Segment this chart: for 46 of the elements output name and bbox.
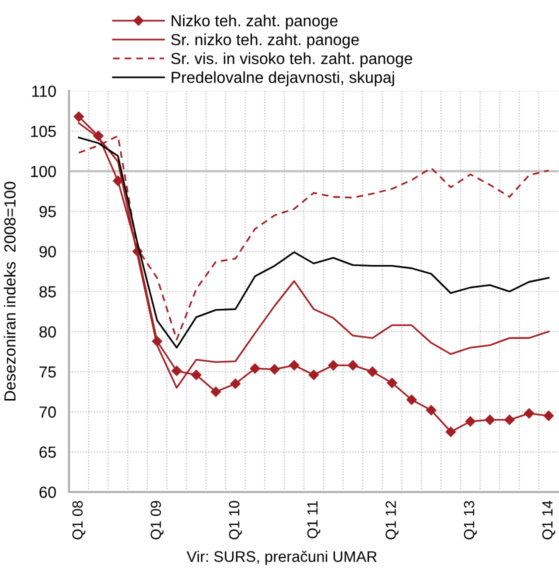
point [308,370,319,380]
x-tick-label: Q1 11 [307,501,320,538]
point [269,364,280,374]
legend-label: Sr. vis. in visoko teh. zaht. panoge [171,52,412,68]
point [328,360,338,370]
y-tick-label: 75 [40,366,56,378]
point [112,176,124,186]
x-tick-label: Q1 14 [542,500,556,540]
legend-label: Predelovalne dejavnosti, skupaj [172,71,394,86]
y-tick-label: 110 [32,86,56,97]
x-tick-label: Q1 09 [150,501,164,540]
x-tick-label: Q1 08 [72,500,86,540]
x-tick-label: Q1 10 [229,500,242,540]
point [544,410,554,421]
point [289,360,300,370]
point [367,366,378,377]
point [172,366,182,376]
point [386,378,398,388]
point [484,414,496,425]
point [348,360,358,370]
point [406,394,417,405]
y-tick-label: 100 [31,166,56,178]
point [524,408,534,419]
point [465,416,476,427]
text: Vir: SURS, preračuni UMAR [186,550,377,565]
y-axis-title: Desezoniran indeks 2008=100 [4,182,16,401]
point [210,386,221,397]
y-tick-label: 65 [40,446,56,458]
legend-label: Nizko teh. zaht. panoge [172,14,338,30]
y-tick-label: 90 [39,246,56,258]
legend-label: Sr. nizko teh. zaht. panoge [171,34,359,48]
y-tick-label: 80 [39,326,56,338]
y-tick-label: 60 [40,486,56,498]
point [250,363,260,374]
y-tick-label: 70 [40,406,56,418]
point [74,112,84,122]
x-tick-label: Q1 13 [464,500,477,540]
point [191,370,202,380]
point [230,378,241,389]
x-tick-label: Q1 12 [386,501,399,540]
y-tick-label: 85 [39,286,56,298]
point [446,426,456,437]
point [426,405,436,416]
point [504,414,515,425]
y-tick-label: 105 [31,126,56,138]
y-tick-label: 95 [39,206,56,218]
